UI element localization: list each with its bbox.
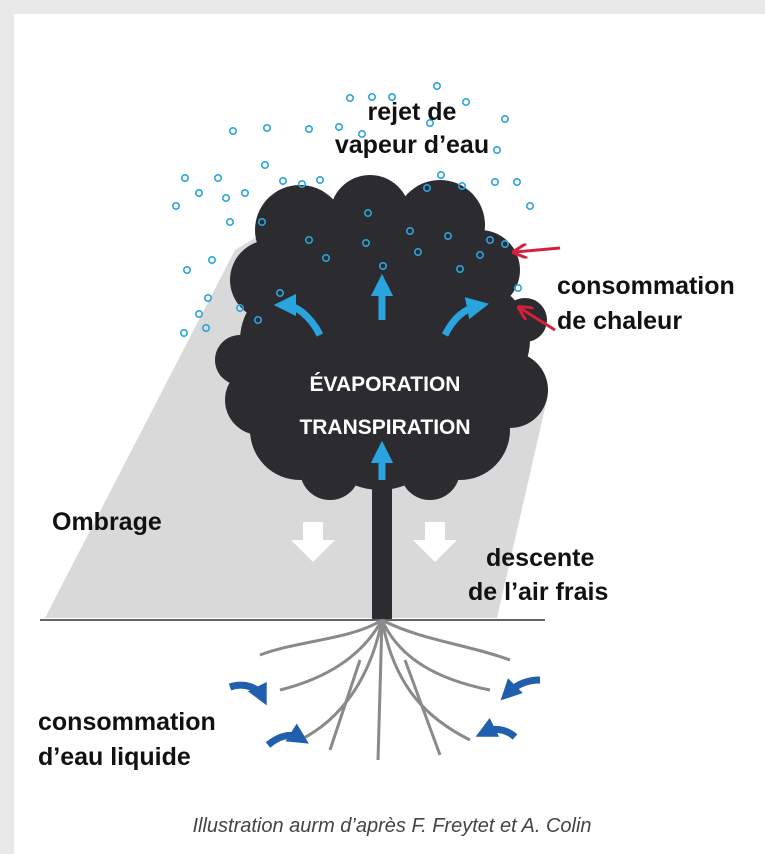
- heat-label: de chaleur: [557, 307, 682, 335]
- shade-label: Ombrage: [52, 508, 162, 536]
- process-label: ÉVAPORATION: [310, 373, 461, 396]
- canopy-lobe: [300, 440, 360, 500]
- water-label: d’eau liquide: [38, 743, 191, 771]
- heat-label: consommation: [557, 272, 735, 300]
- canopy-lobe: [400, 440, 460, 500]
- trunk: [372, 470, 392, 620]
- caption: Illustration aurm d’après F. Freytet et …: [192, 815, 591, 837]
- canopy-lobe: [215, 335, 265, 385]
- vapor-label: vapeur d’eau: [335, 131, 489, 159]
- process-label: TRANSPIRATION: [299, 416, 470, 439]
- water-label: consommation: [38, 708, 216, 736]
- illustration: rejet de vapeur d’eau consommation de ch…: [0, 0, 765, 854]
- air-label: de l’air frais: [468, 578, 608, 606]
- air-label: descente: [486, 544, 594, 572]
- vapor-label: rejet de: [368, 98, 457, 126]
